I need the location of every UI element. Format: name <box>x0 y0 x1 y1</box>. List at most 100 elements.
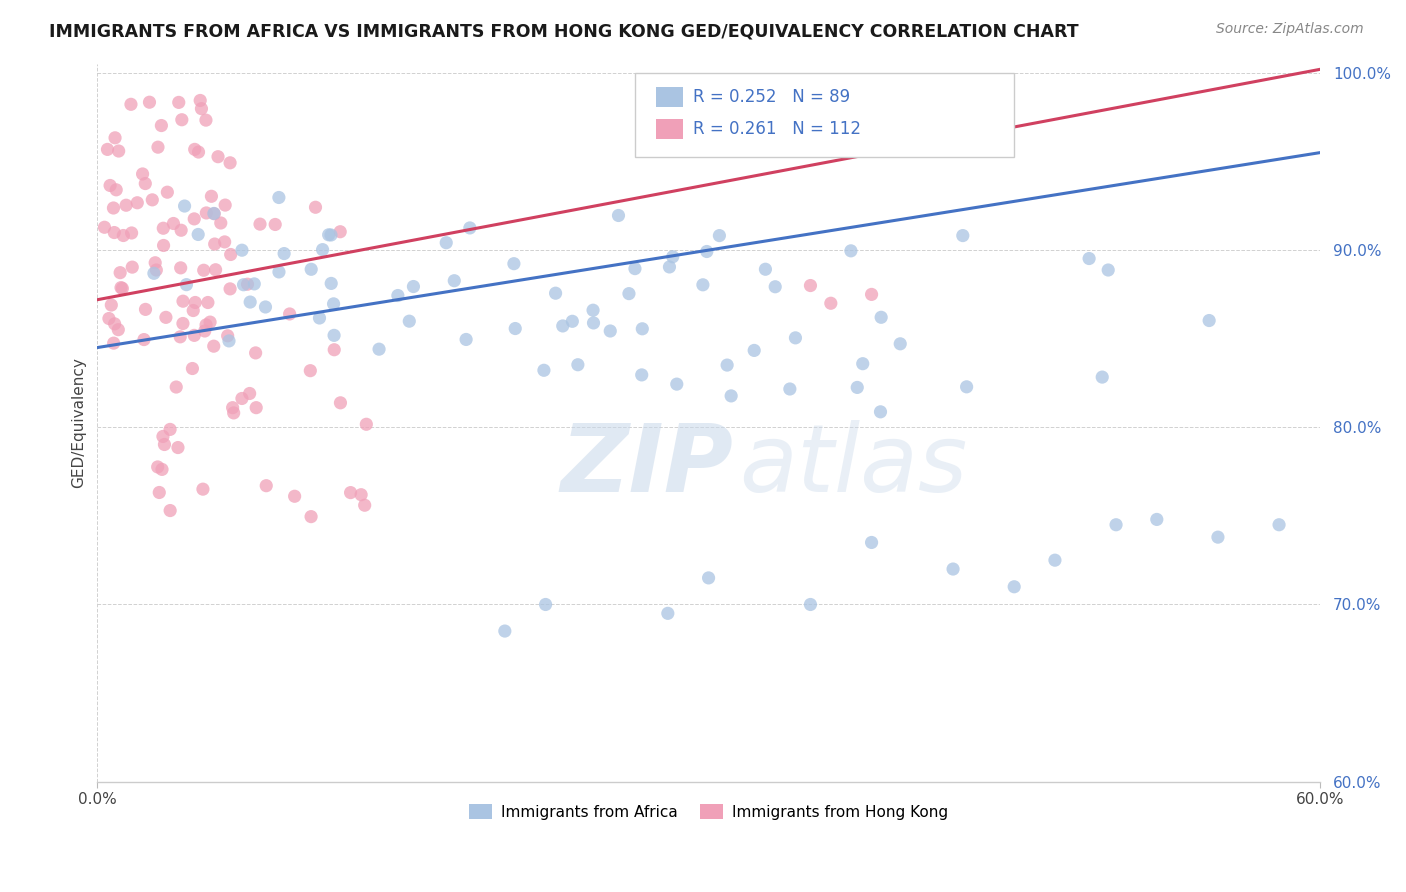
Point <box>820 296 842 310</box>
Point <box>243 277 266 291</box>
Point <box>494 624 516 638</box>
Point <box>1078 252 1101 266</box>
Point <box>852 357 875 371</box>
Point <box>167 95 190 110</box>
Point <box>170 112 193 127</box>
Point <box>1002 580 1025 594</box>
Point <box>167 441 190 455</box>
Point <box>191 482 214 496</box>
Point <box>785 331 807 345</box>
Point <box>607 209 630 223</box>
Point <box>104 131 127 145</box>
Y-axis label: GED/Equivalency: GED/Equivalency <box>72 358 86 488</box>
Point <box>204 237 226 252</box>
Point <box>143 256 166 270</box>
Point <box>194 113 217 128</box>
Point <box>697 571 720 585</box>
Point <box>111 281 134 295</box>
Point <box>709 228 731 243</box>
Point <box>188 94 211 108</box>
Point <box>661 250 683 264</box>
Point <box>142 266 165 280</box>
Point <box>254 479 277 493</box>
Point <box>107 323 129 337</box>
Text: IMMIGRANTS FROM AFRICA VS IMMIGRANTS FROM HONG KONG GED/EQUIVALENCY CORRELATION : IMMIGRANTS FROM AFRICA VS IMMIGRANTS FRO… <box>49 22 1078 40</box>
Point <box>443 274 465 288</box>
Point <box>318 227 340 242</box>
Point <box>172 317 194 331</box>
Point <box>534 598 557 612</box>
Point <box>1146 512 1168 526</box>
Point <box>599 324 621 338</box>
Point <box>350 488 373 502</box>
Point <box>156 185 179 199</box>
Point <box>134 302 156 317</box>
Point <box>96 142 118 156</box>
Point <box>267 190 290 204</box>
Point <box>214 198 236 212</box>
Point <box>299 262 322 277</box>
Point <box>98 178 121 193</box>
Point <box>138 95 160 110</box>
Point <box>799 278 821 293</box>
Point <box>321 277 343 291</box>
Point <box>434 235 457 250</box>
Point <box>860 535 883 549</box>
Point <box>204 262 226 277</box>
Point <box>187 227 209 242</box>
Point <box>273 246 295 260</box>
Point <box>121 226 143 240</box>
Point <box>190 102 212 116</box>
Point <box>141 193 163 207</box>
Point <box>631 322 654 336</box>
Point <box>217 328 239 343</box>
Text: R = 0.252   N = 89: R = 0.252 N = 89 <box>693 88 849 106</box>
Point <box>398 314 420 328</box>
Point <box>942 562 965 576</box>
Point <box>1097 263 1119 277</box>
Point <box>264 218 287 232</box>
Point <box>183 328 205 343</box>
Point <box>222 406 245 420</box>
Point <box>172 294 194 309</box>
Point <box>254 300 277 314</box>
Point <box>617 286 640 301</box>
Point <box>193 263 215 277</box>
Text: ZIP: ZIP <box>560 420 733 512</box>
Point <box>1105 517 1128 532</box>
Point <box>665 377 688 392</box>
Point <box>284 489 307 503</box>
Point <box>97 311 120 326</box>
Point <box>152 429 174 443</box>
Point <box>551 318 574 333</box>
Point <box>533 363 555 377</box>
Point <box>387 288 409 302</box>
Point <box>159 503 181 517</box>
Point <box>952 228 974 243</box>
Point <box>146 140 169 154</box>
Point <box>889 336 911 351</box>
Point <box>127 195 149 210</box>
Point <box>103 201 125 215</box>
Point <box>152 238 174 252</box>
Point <box>219 156 242 170</box>
Point <box>107 144 129 158</box>
Point <box>181 361 204 376</box>
FancyBboxPatch shape <box>657 87 683 107</box>
Point <box>1091 370 1114 384</box>
Point <box>110 280 132 294</box>
Point <box>200 189 222 203</box>
FancyBboxPatch shape <box>636 72 1014 157</box>
Point <box>955 380 977 394</box>
Point <box>176 277 198 292</box>
Point <box>870 310 893 325</box>
Point <box>245 346 267 360</box>
Point <box>198 315 221 329</box>
Point <box>173 199 195 213</box>
Point <box>754 262 776 277</box>
Point <box>159 422 181 436</box>
Point <box>322 297 344 311</box>
Point <box>202 339 225 353</box>
Point <box>311 243 333 257</box>
Point <box>104 317 127 331</box>
